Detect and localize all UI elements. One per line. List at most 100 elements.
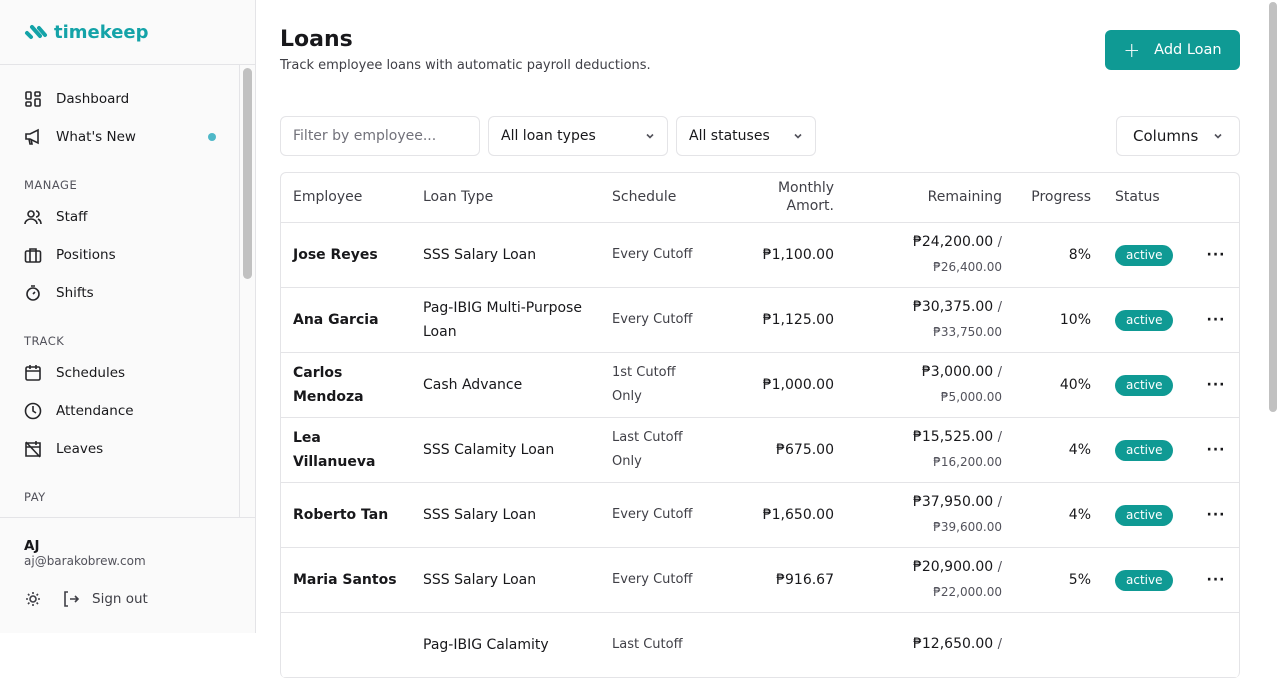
separator: / bbox=[997, 430, 1002, 445]
column-header[interactable]: Remaining bbox=[846, 173, 1014, 223]
loan-type-select[interactable]: All loan types bbox=[488, 116, 668, 156]
schedule-cell: Every Cutoff bbox=[600, 547, 721, 613]
more-icon: ··· bbox=[1206, 246, 1226, 263]
table-row[interactable]: Pag-IBIG Calamity Last Cutoff ₱12,650.00… bbox=[281, 612, 1239, 678]
row-actions-button[interactable]: ··· bbox=[1191, 287, 1239, 353]
more-icon: ··· bbox=[1206, 441, 1226, 458]
total-amount: ₱16,200.00 bbox=[933, 455, 1002, 469]
sign-out-button[interactable]: Sign out bbox=[62, 590, 148, 608]
user-name: AJ bbox=[24, 538, 40, 554]
column-header[interactable]: Employee bbox=[281, 173, 411, 223]
column-header[interactable]: Progress bbox=[1014, 173, 1103, 223]
status-cell: active bbox=[1103, 417, 1191, 483]
schedule-cell: Last Cutoff bbox=[600, 612, 721, 678]
sidebar-item-schedules[interactable]: Schedules bbox=[0, 354, 239, 392]
remaining-cell: ₱15,525.00 / ₱16,200.00 bbox=[846, 417, 1014, 483]
separator: / bbox=[997, 300, 1002, 315]
sidebar-item-label: Schedules bbox=[56, 365, 126, 381]
sidebar-item-leaves[interactable]: Leaves bbox=[0, 430, 239, 468]
remaining-amount: ₱3,000.00 bbox=[921, 364, 994, 380]
status-badge: active bbox=[1115, 244, 1174, 266]
status-cell: active bbox=[1103, 287, 1191, 353]
monthly-amort-cell: ₱1,000.00 bbox=[721, 352, 846, 418]
status-badge: active bbox=[1115, 504, 1174, 526]
columns-button[interactable]: Columns bbox=[1116, 116, 1240, 156]
sidebar-item-staff[interactable]: Staff bbox=[0, 198, 239, 236]
user-email: aj@barakobrew.com bbox=[24, 554, 146, 568]
table-row[interactable]: Maria Santos SSS Salary Loan Every Cutof… bbox=[281, 547, 1239, 613]
sidebar-item-positions[interactable]: Positions bbox=[0, 236, 239, 274]
user-panel: AJ aj@barakobrew.com Sign out bbox=[0, 517, 256, 628]
schedule-cell: Every Cutoff bbox=[600, 222, 721, 288]
loans-table: Employee Loan Type Schedule Monthly Amort. R… bbox=[280, 172, 1240, 678]
remaining-cell: ₱24,200.00 / ₱26,400.00 bbox=[846, 222, 1014, 288]
sun-icon[interactable] bbox=[24, 590, 42, 608]
dashboard-icon bbox=[25, 91, 41, 107]
sidebar-item-label: Dashboard bbox=[56, 91, 130, 107]
employee-filter-input[interactable] bbox=[293, 128, 467, 144]
table-row[interactable]: Jose Reyes SSS Salary Loan Every Cutoff … bbox=[281, 222, 1239, 288]
logo[interactable]: timekeep bbox=[0, 0, 255, 65]
employee-cell bbox=[281, 612, 411, 678]
row-actions-button[interactable]: ··· bbox=[1191, 417, 1239, 483]
status-cell: active bbox=[1103, 547, 1191, 613]
page-scrollbar[interactable] bbox=[1269, 2, 1277, 412]
status-value: All statuses bbox=[689, 128, 770, 144]
loan-type-cell: SSS Salary Loan bbox=[411, 547, 600, 613]
megaphone-icon bbox=[25, 128, 39, 145]
schedule-cell: 1st Cutoff Only bbox=[600, 352, 721, 418]
status-select[interactable]: All statuses bbox=[676, 116, 816, 156]
status-badge: active bbox=[1115, 569, 1174, 591]
remaining-cell: ₱20,900.00 / ₱22,000.00 bbox=[846, 547, 1014, 613]
row-actions-button[interactable] bbox=[1191, 612, 1239, 678]
sidebar-item-whats-new[interactable]: What's New bbox=[0, 118, 239, 156]
table-row[interactable]: Carlos Mendoza Cash Advance 1st Cutoff O… bbox=[281, 352, 1239, 418]
sidebar-item-shifts[interactable]: Shifts bbox=[0, 274, 239, 312]
loan-type-cell: Cash Advance bbox=[411, 352, 600, 418]
row-actions-button[interactable]: ··· bbox=[1191, 352, 1239, 418]
loan-type-cell: Pag-IBIG Multi-Purpose Loan bbox=[411, 287, 600, 353]
column-header[interactable]: Loan Type bbox=[411, 173, 600, 223]
add-loan-button[interactable]: + Add Loan bbox=[1105, 30, 1240, 70]
sidebar-nav: Dashboard What's New MANAGE Staff Positi… bbox=[0, 65, 240, 517]
clock-icon bbox=[24, 402, 42, 420]
row-actions-button[interactable]: ··· bbox=[1191, 222, 1239, 288]
total-amount: ₱5,000.00 bbox=[940, 390, 1002, 404]
calendar-off-icon bbox=[25, 441, 41, 458]
remaining-amount: ₱37,950.00 bbox=[912, 494, 994, 510]
column-header[interactable]: Schedule bbox=[600, 173, 721, 223]
row-actions-button[interactable]: ··· bbox=[1191, 482, 1239, 548]
status-badge: active bbox=[1115, 439, 1174, 461]
page-subtitle: Track employee loans with automatic payr… bbox=[280, 58, 651, 73]
progress-cell: 40% bbox=[1014, 352, 1103, 418]
briefcase-icon bbox=[24, 248, 42, 263]
column-header[interactable]: Monthly Amort. bbox=[721, 173, 846, 223]
remaining-amount: ₱24,200.00 bbox=[912, 234, 994, 250]
progress-cell: 4% bbox=[1014, 417, 1103, 483]
progress-cell bbox=[1014, 612, 1103, 678]
sidebar-item-label: Shifts bbox=[56, 285, 94, 301]
monthly-amort-cell: ₱1,125.00 bbox=[721, 287, 846, 353]
sign-out-icon bbox=[64, 591, 80, 607]
table-row[interactable]: Lea Villanueva SSS Calamity Loan Last Cu… bbox=[281, 417, 1239, 483]
employee-filter[interactable] bbox=[280, 116, 480, 156]
sidebar-scrollbar[interactable] bbox=[243, 68, 252, 279]
progress-cell: 10% bbox=[1014, 287, 1103, 353]
section-manage: MANAGE bbox=[24, 178, 78, 192]
table-row[interactable]: Ana Garcia Pag-IBIG Multi-Purpose Loan E… bbox=[281, 287, 1239, 353]
sidebar-item-label: Attendance bbox=[56, 403, 134, 419]
sidebar-item-attendance[interactable]: Attendance bbox=[0, 392, 239, 430]
section-pay: PAY bbox=[24, 490, 46, 504]
table-row[interactable]: Roberto Tan SSS Salary Loan Every Cutoff… bbox=[281, 482, 1239, 548]
sign-out-label: Sign out bbox=[92, 591, 148, 607]
total-amount: ₱26,400.00 bbox=[933, 260, 1002, 274]
row-actions-button[interactable]: ··· bbox=[1191, 547, 1239, 613]
sidebar: timekeep Dashboard What's New MANAGE Sta… bbox=[0, 0, 256, 633]
employee-cell: Jose Reyes bbox=[281, 222, 411, 288]
column-header[interactable]: Status bbox=[1103, 173, 1191, 223]
sidebar-item-dashboard[interactable]: Dashboard bbox=[0, 80, 239, 118]
status-cell bbox=[1103, 612, 1191, 678]
more-icon: ··· bbox=[1206, 376, 1226, 393]
monthly-amort-cell: ₱1,100.00 bbox=[721, 222, 846, 288]
schedule-cell: Every Cutoff bbox=[600, 482, 721, 548]
